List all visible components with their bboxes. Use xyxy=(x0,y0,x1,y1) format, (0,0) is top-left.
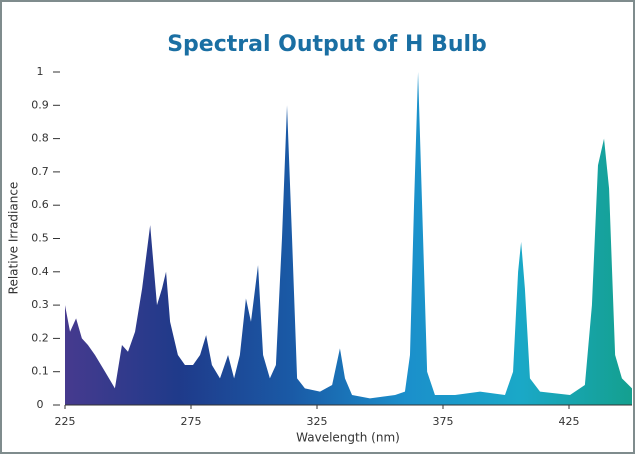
x-tick-label: 225 xyxy=(55,415,76,428)
y-tick-label: 0.2 xyxy=(31,331,49,344)
x-tick-label: 375 xyxy=(433,415,454,428)
x-tick-label: 275 xyxy=(181,415,202,428)
y-tick-label: 0 xyxy=(37,398,44,411)
spectrum-area xyxy=(65,72,632,405)
y-tick-label: 0.3 xyxy=(31,298,49,311)
y-tick-label: 1 xyxy=(37,65,44,78)
x-tick-label: 325 xyxy=(307,415,328,428)
x-axis-label: Wavelength (nm) xyxy=(296,431,400,445)
y-axis-label: Relative Irradiance xyxy=(7,182,21,295)
y-tick-label: 0.6 xyxy=(31,198,49,211)
y-tick-label: 0.7 xyxy=(31,165,49,178)
y-tick-label: 0.1 xyxy=(31,365,49,378)
x-tick-label: 425 xyxy=(559,415,580,428)
y-tick-label: 0.8 xyxy=(31,132,49,145)
y-tick-label: 0.4 xyxy=(31,265,49,278)
y-tick-label: 0.9 xyxy=(31,98,49,111)
chart-title: Spectral Output of H Bulb xyxy=(167,32,487,57)
y-tick-label: 0.5 xyxy=(31,232,49,245)
